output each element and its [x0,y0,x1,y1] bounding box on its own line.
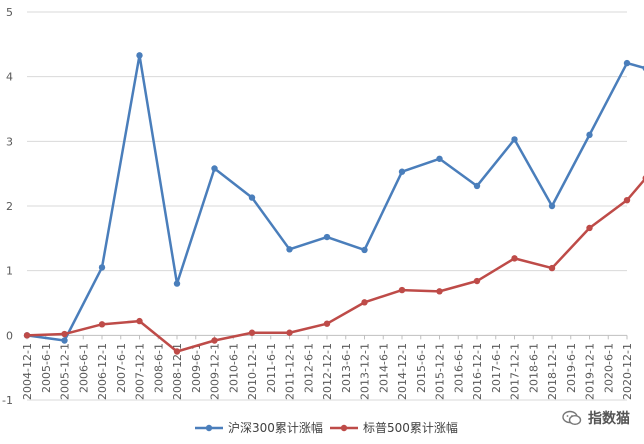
data-point [61,337,68,344]
legend: 沪深300累计涨幅 标普500累计涨幅 [195,420,458,435]
x-tick-label: 2007-12-1 [134,343,147,400]
y-tick-label: 2 [6,200,13,213]
x-tick-label: 2004-12-1 [21,343,34,400]
data-point [248,329,256,336]
x-tick-label: 2006-6-1 [77,343,90,393]
y-tick-label: 4 [6,71,13,84]
data-point [511,136,518,143]
x-tick-label: 2008-12-1 [171,343,184,400]
legend-swatch-marker [340,424,348,432]
gridlines [27,11,627,401]
x-tick-label: 2017-12-1 [509,343,522,400]
x-tick-label: 2005-12-1 [59,343,72,400]
data-point [98,321,106,328]
data-point [511,255,518,262]
x-tick-label: 2013-6-1 [340,343,353,393]
y-tick-label: -1 [2,394,13,407]
y-tick-label: 0 [6,329,13,342]
x-tick-label: 2008-6-1 [152,343,165,393]
data-point [136,52,143,59]
x-tick-label: 2020-6-1 [602,343,615,393]
x-tick-label: 2017-6-1 [490,343,503,393]
series-line-2 [26,178,644,353]
x-tick-label: 2012-6-1 [302,343,315,393]
wechat-icon [562,410,582,426]
x-tick-label: 2018-6-1 [527,343,540,393]
data-point [473,182,481,190]
x-tick-label: 2012-12-1 [321,343,334,400]
series-layer [23,52,644,355]
data-point [398,286,406,294]
data-point [361,246,368,254]
x-tick-label: 2005-6-1 [40,343,53,393]
data-point [436,155,443,162]
x-tick-label: 2010-12-1 [246,343,259,400]
data-point [323,320,331,327]
y-tick-label: 3 [6,135,13,148]
x-tick-label: 2020-12-1 [621,343,634,400]
data-point [211,165,218,172]
data-point [623,59,631,67]
x-tick-label: 2015-6-1 [415,343,428,393]
data-point [173,348,181,355]
data-point [586,131,593,139]
data-point [61,330,68,338]
x-tick-label: 2014-6-1 [377,343,390,393]
x-tick-label: 2019-12-1 [584,343,597,400]
data-point [98,264,106,271]
watermark: 指数猫 [562,408,630,428]
data-point [436,288,443,295]
data-point [23,332,31,339]
x-axis: 2004-12-1 2005-6-1 2005-12-1 2006-6-1 2006-1… [21,335,634,400]
data-point [398,168,406,175]
data-point [211,337,218,344]
watermark-text: 指数猫 [588,411,630,427]
data-point [548,264,556,272]
x-tick-label: 2014-12-1 [396,343,409,400]
data-point [286,329,293,336]
data-point [136,317,143,325]
data-point [623,196,631,204]
legend-swatch-marker [205,424,213,432]
data-point [361,299,368,306]
x-tick-label: 2007-6-1 [115,343,128,393]
x-tick-label: 2019-6-1 [565,343,578,393]
x-tick-label: 2013-12-1 [359,343,372,400]
data-point [473,277,481,285]
data-point [323,233,331,241]
y-tick-label: 5 [6,6,13,19]
x-tick-label: 2009-12-1 [209,343,222,400]
x-tick-label: 2016-6-1 [452,343,465,393]
data-point [586,224,593,232]
y-tick-label: 1 [6,265,13,278]
x-tick-label: 2011-6-1 [265,343,278,393]
x-tick-label: 2010-6-1 [227,343,240,393]
y-axis: -1 0 1 2 3 4 5 [2,6,13,407]
data-point [548,202,556,210]
data-point [286,246,293,253]
x-tick-label: 2015-12-1 [434,343,447,400]
legend-label: 沪深300累计涨幅 [228,420,323,435]
legend-label: 标普500累计涨幅 [363,420,458,435]
x-tick-label: 2011-12-1 [284,343,297,400]
x-tick-label: 2009-6-1 [190,343,203,393]
x-tick-label: 2006-12-1 [96,343,109,400]
data-point [173,280,181,287]
series-line-1 [26,54,644,342]
x-tick-label: 2016-12-1 [471,343,484,400]
data-point [248,194,256,201]
x-tick-label: 2018-12-1 [546,343,559,400]
